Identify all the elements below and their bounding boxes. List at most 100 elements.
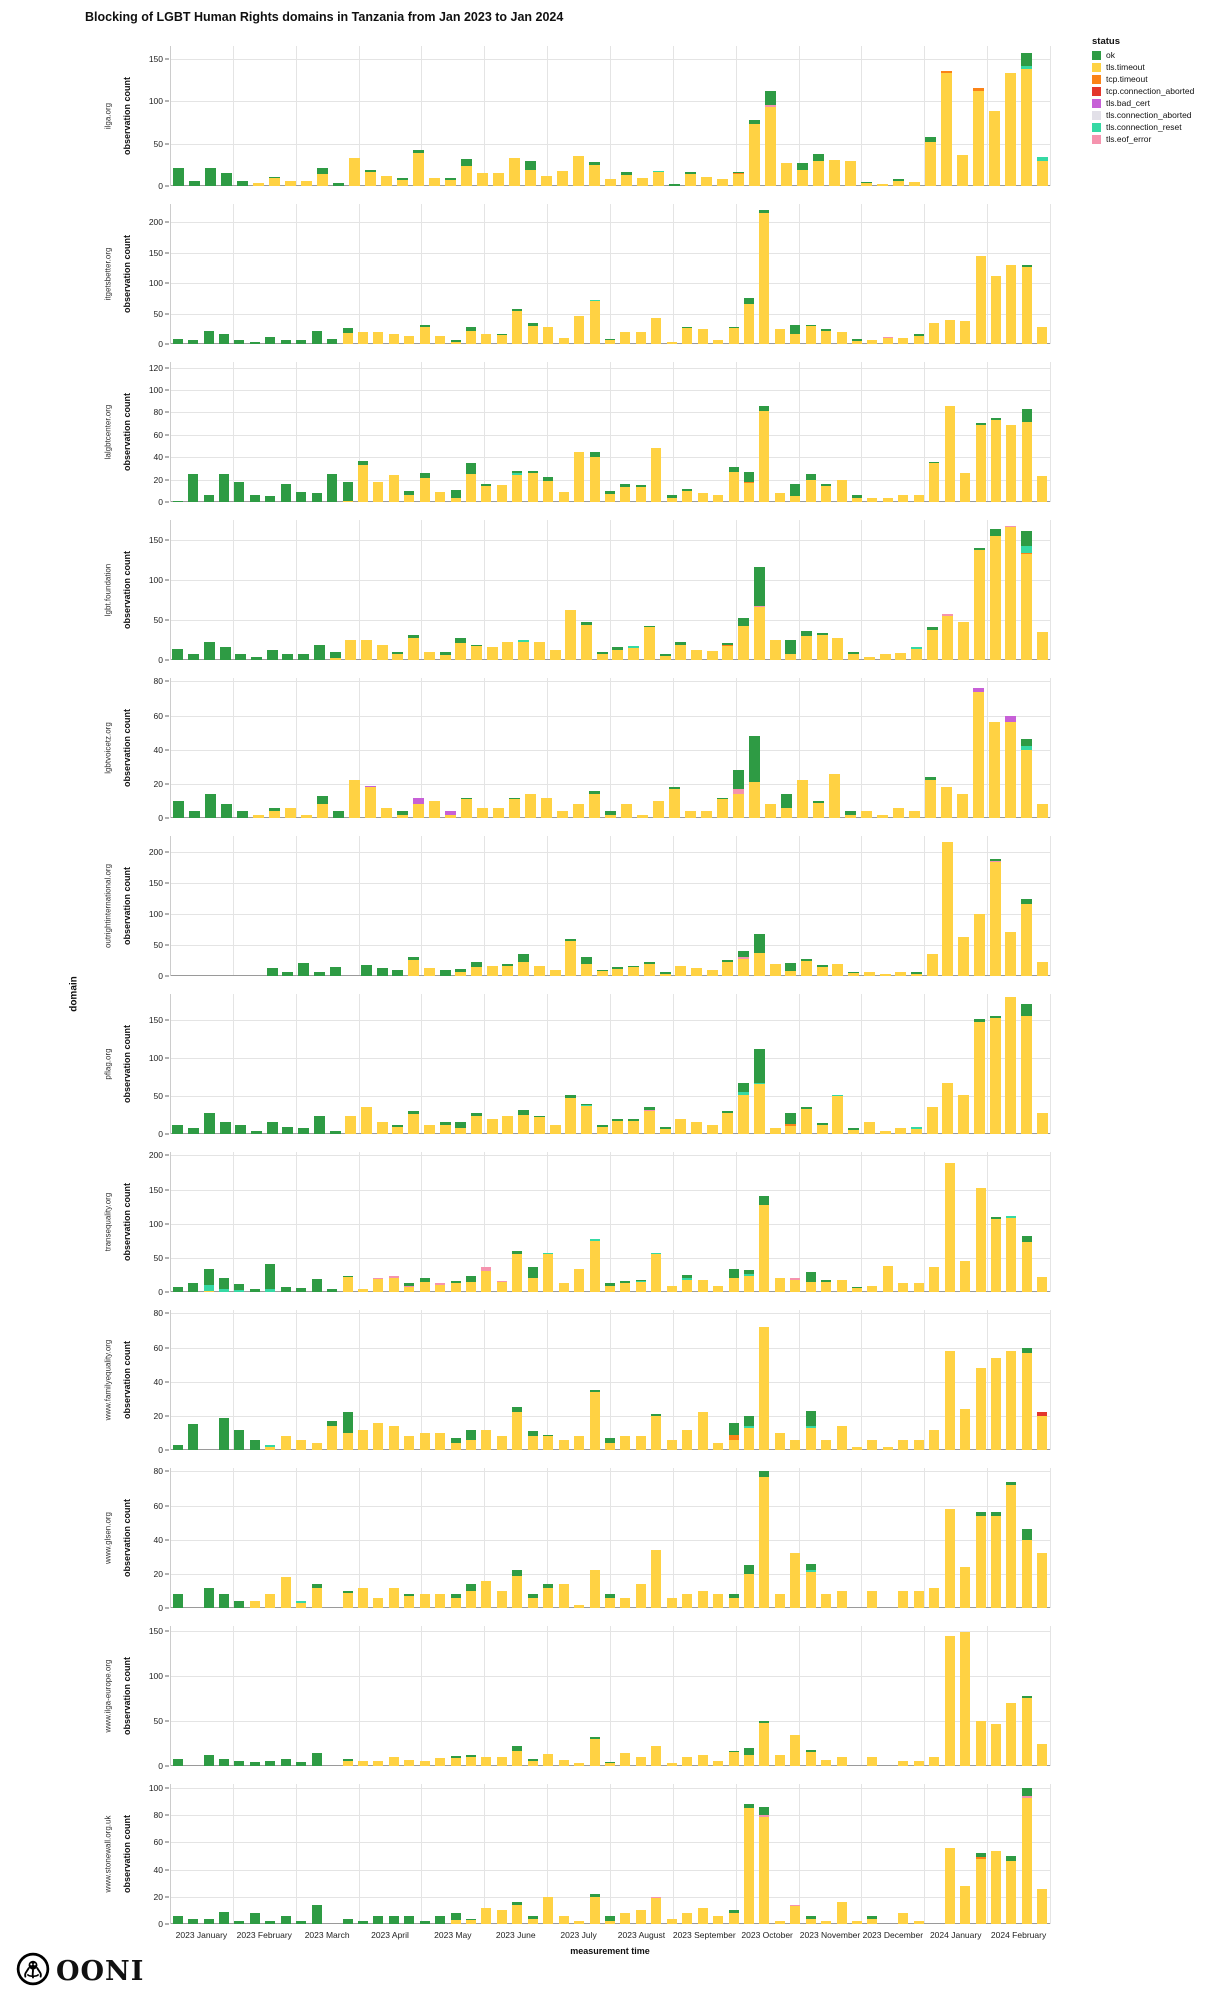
y-tick-label: 120 xyxy=(148,362,163,373)
y-axis-line xyxy=(170,520,171,660)
gridline xyxy=(736,1152,737,1292)
bar xyxy=(926,1106,938,1134)
bar-segment-ok xyxy=(234,481,245,502)
legend-swatch xyxy=(1092,110,1101,120)
bar-segment-tls.timeout xyxy=(898,495,909,502)
bar-segment-ok xyxy=(502,964,514,967)
bar-segment-tls.timeout xyxy=(1036,804,1048,818)
bar-segment-ok xyxy=(800,959,812,962)
bar-segment-ok xyxy=(204,168,216,186)
bar-segment-ok xyxy=(643,1106,655,1110)
bar xyxy=(588,162,600,186)
bar-segment-tls.timeout xyxy=(990,1850,1001,1924)
y-tick-mark xyxy=(165,944,169,946)
bar xyxy=(360,1106,372,1134)
bar-segment-tls.timeout xyxy=(605,1597,615,1608)
gridline xyxy=(296,1626,297,1766)
bar xyxy=(666,1285,677,1292)
bar-segment-tls.timeout xyxy=(203,1290,214,1292)
bar-segment-ok xyxy=(852,495,863,498)
bar xyxy=(392,652,404,660)
bar-segment-ok xyxy=(1021,1788,1032,1797)
bar-segment-tls.timeout xyxy=(716,179,728,186)
bar-segment-ok xyxy=(816,632,828,636)
bar-segment-ok xyxy=(527,1758,538,1761)
bar xyxy=(249,342,260,344)
bar-segment-ok xyxy=(396,178,408,181)
bar-segment-tls.timeout xyxy=(1021,1539,1032,1608)
legend-item-tls.eof_error: tls.eof_error xyxy=(1092,134,1194,144)
bar xyxy=(250,1130,262,1134)
bar-segment-tls.timeout xyxy=(821,1281,832,1292)
bar xyxy=(280,1577,291,1608)
bar xyxy=(759,405,770,502)
bar-segment-tls.connection_reset xyxy=(234,1289,245,1292)
bar xyxy=(543,1896,554,1924)
bar-segment-ok xyxy=(219,1594,230,1608)
legend-label: tls.bad_cert xyxy=(1106,98,1150,108)
bar xyxy=(898,1439,909,1450)
bar xyxy=(975,1853,986,1924)
bar xyxy=(396,178,408,186)
bar xyxy=(682,1594,693,1608)
bar-segment-tls.timeout xyxy=(651,1549,662,1608)
bar xyxy=(496,1281,507,1292)
bar xyxy=(975,422,986,502)
bar-segment-ok xyxy=(329,966,341,976)
bar xyxy=(234,339,245,344)
bar-segment-tls.timeout xyxy=(666,1439,677,1450)
bar-segment-tls.timeout xyxy=(790,1279,801,1292)
y-tick-mark xyxy=(165,1133,169,1135)
y-tick-mark xyxy=(165,851,169,853)
bar-segment-tls.timeout xyxy=(357,1288,368,1292)
y-tick-label: 60 xyxy=(153,1342,163,1353)
bar xyxy=(404,1915,415,1924)
bar xyxy=(975,256,986,344)
bar-segment-tls.timeout xyxy=(428,800,440,818)
bar-segment-ok xyxy=(805,1410,816,1427)
bar-segment-tls.timeout xyxy=(753,607,765,660)
bar xyxy=(574,1436,585,1450)
y-tick-mark xyxy=(165,882,169,884)
y-tick-label: 0 xyxy=(158,813,163,823)
bar xyxy=(960,472,971,502)
facet-domain-label: lalgbtcenter.org xyxy=(103,404,113,460)
bar-segment-tls.timeout xyxy=(910,648,922,660)
bar-segment-ok xyxy=(659,654,671,656)
bar-segment-tls.timeout xyxy=(1020,68,1032,186)
legend-label: tls.eof_error xyxy=(1106,134,1152,144)
bar-segment-tls.timeout xyxy=(913,336,924,344)
bar xyxy=(219,334,230,344)
bar xyxy=(311,1443,322,1450)
bar xyxy=(565,938,577,976)
legend-label: tls.timeout xyxy=(1106,62,1145,72)
bar-segment-ok xyxy=(512,1251,523,1254)
gridline xyxy=(1050,204,1051,344)
bar-segment-tls.timeout xyxy=(408,638,420,660)
bar xyxy=(821,1594,832,1608)
bar-segment-ok xyxy=(973,548,985,550)
bar xyxy=(635,1280,646,1292)
bar-segment-ok xyxy=(759,1807,770,1816)
bar xyxy=(450,1913,461,1924)
bar-segment-tls.timeout xyxy=(882,337,893,344)
bar xyxy=(234,1429,245,1450)
bar xyxy=(722,1110,734,1134)
bar-segment-tls.connection_reset xyxy=(1036,157,1048,161)
bar xyxy=(706,969,718,976)
y-tick-label: 0 xyxy=(158,655,163,665)
gridline xyxy=(296,994,297,1134)
y-tick-label: 20 xyxy=(153,1891,163,1902)
bar xyxy=(486,647,498,660)
bar xyxy=(716,797,728,818)
gridline xyxy=(421,204,422,344)
bar xyxy=(282,971,294,976)
bar xyxy=(404,1283,415,1292)
gridline xyxy=(296,1784,297,1924)
bar xyxy=(910,972,922,976)
plot-area xyxy=(170,1310,1051,1450)
bar-segment-tls.timeout xyxy=(1005,997,1017,1134)
plot-area xyxy=(170,362,1051,502)
gridline xyxy=(484,1152,485,1292)
bar-segment-ok xyxy=(508,797,520,800)
